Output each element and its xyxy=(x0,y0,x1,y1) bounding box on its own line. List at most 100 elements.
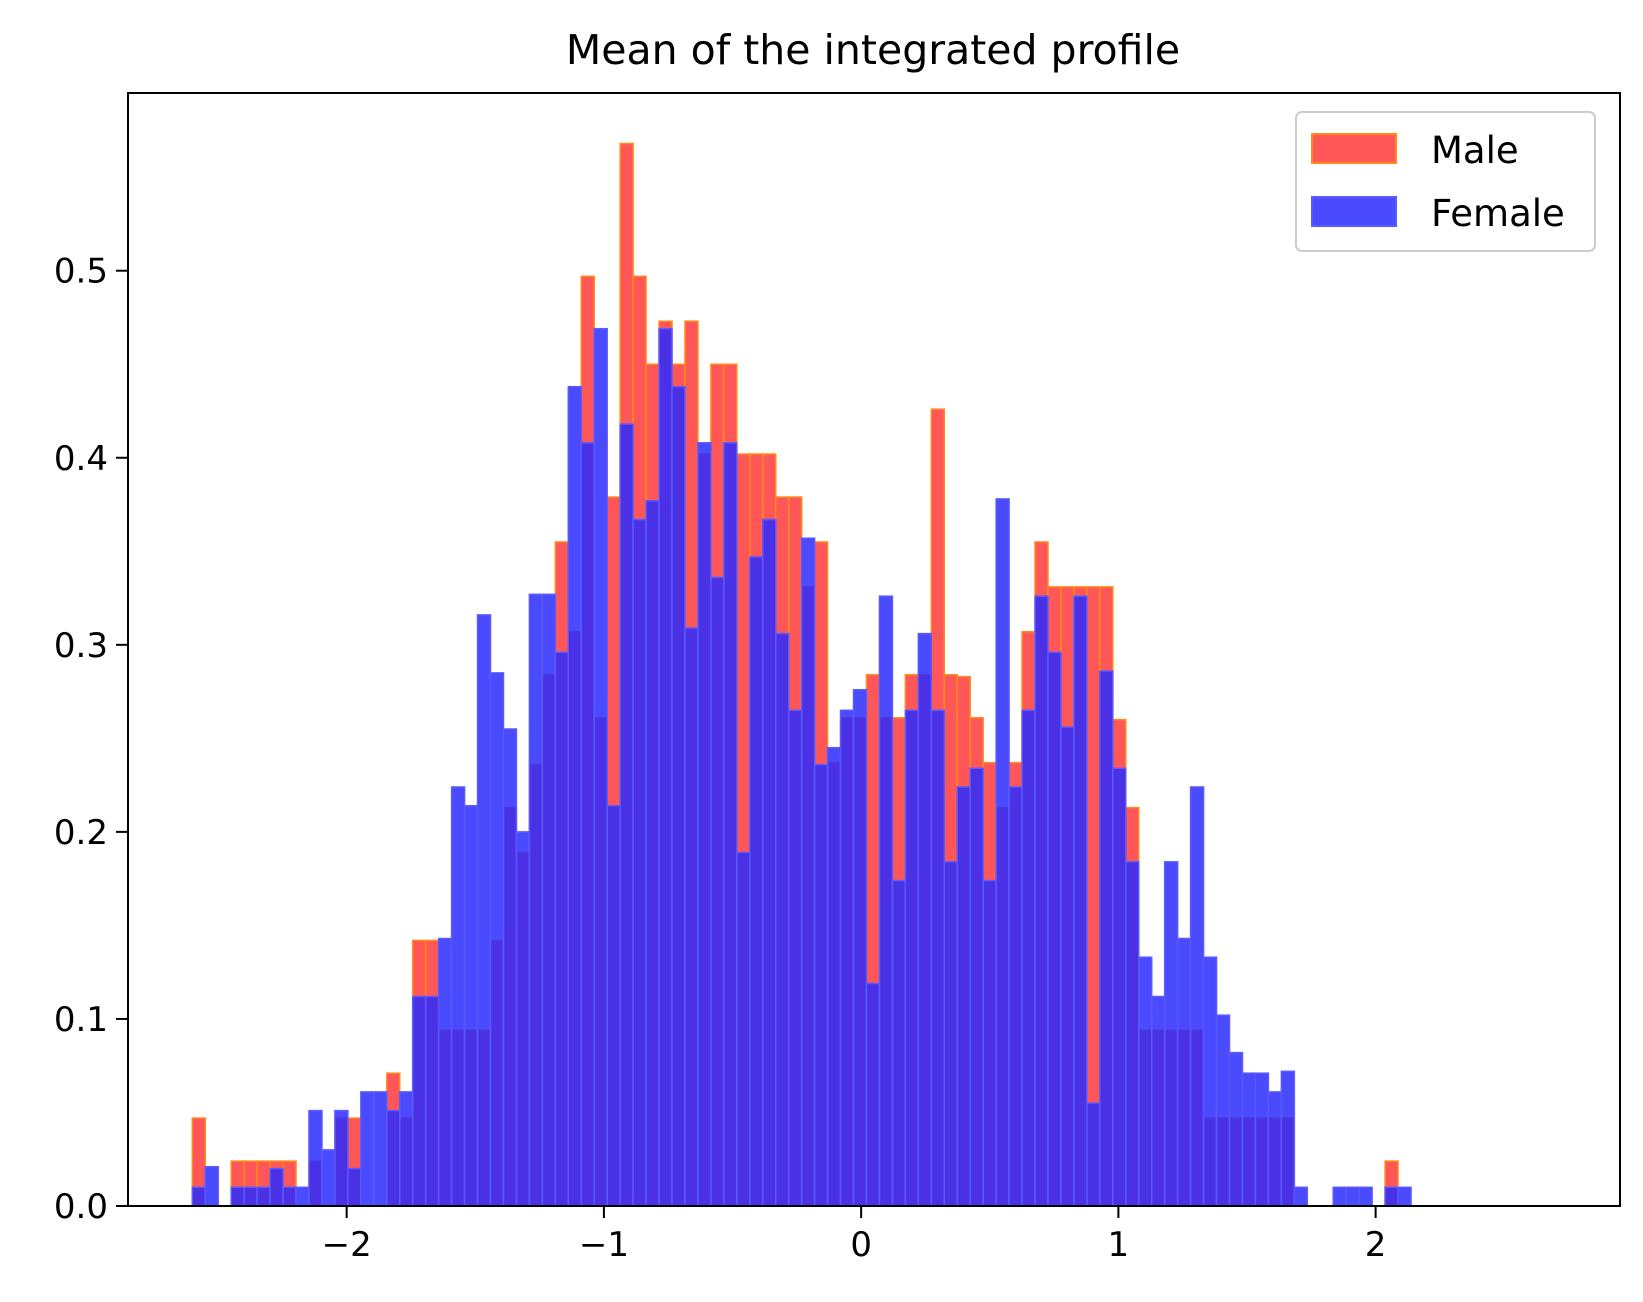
female-bar xyxy=(697,442,712,1207)
female-bar xyxy=(1034,595,1049,1207)
plot-frame xyxy=(127,92,1621,1207)
x-tick-label: −2 xyxy=(322,1225,372,1265)
female-bar xyxy=(1021,709,1036,1207)
female-bar xyxy=(554,651,570,1207)
female-bar xyxy=(1345,1186,1360,1207)
female-bar xyxy=(826,746,842,1207)
female-bar xyxy=(1125,861,1140,1207)
female-bar xyxy=(658,327,673,1207)
female-bar xyxy=(502,728,518,1207)
female-bar xyxy=(852,688,868,1207)
female-bar xyxy=(865,982,881,1207)
female-bar xyxy=(243,1186,258,1207)
female-bar xyxy=(1047,651,1062,1207)
y-tick-label: 0.5 xyxy=(54,252,108,292)
female-bar xyxy=(528,593,544,1207)
female-bar xyxy=(995,498,1010,1207)
female-bar xyxy=(1397,1186,1412,1207)
x-tick-label: 0 xyxy=(850,1225,872,1265)
female-bar xyxy=(1215,1014,1231,1207)
female-bar xyxy=(256,1186,271,1207)
female-bar xyxy=(839,709,855,1207)
legend: Male Female xyxy=(1295,111,1596,252)
female-bar xyxy=(437,937,453,1207)
legend-label-female: Female xyxy=(1431,192,1565,235)
x-tick-label: 1 xyxy=(1108,1225,1130,1265)
female-bar xyxy=(1228,1051,1244,1207)
female-bar xyxy=(230,1186,245,1207)
female-bar xyxy=(1086,1102,1101,1207)
female-bar xyxy=(450,786,466,1207)
female-bar xyxy=(762,518,777,1207)
female-bar xyxy=(774,632,790,1207)
female-bar xyxy=(684,627,699,1207)
female-bar xyxy=(710,576,725,1207)
chart-title: Mean of the integrated profile xyxy=(566,26,1180,74)
legend-swatch-female xyxy=(1311,196,1397,227)
x-axis: −2 −1 0 1 2 xyxy=(322,1206,1387,1265)
female-bar xyxy=(1138,956,1153,1207)
female-bar xyxy=(1358,1186,1373,1207)
legend-label-male: Male xyxy=(1431,129,1519,172)
female-bar xyxy=(1254,1072,1270,1207)
female-bar xyxy=(593,327,608,1207)
female-bar xyxy=(645,500,660,1207)
female-bar xyxy=(411,995,427,1207)
female-bar xyxy=(360,1091,375,1207)
female-bar xyxy=(723,442,738,1207)
female-bar xyxy=(541,593,557,1207)
female-bar xyxy=(308,1109,323,1207)
female-bar xyxy=(917,632,933,1207)
female-bar xyxy=(424,995,440,1207)
female-bar xyxy=(463,804,479,1207)
female-bar xyxy=(736,851,751,1207)
female-bar xyxy=(982,879,997,1207)
female-bar xyxy=(904,709,920,1207)
female-bar xyxy=(878,595,894,1207)
x-tick-label: −1 xyxy=(579,1225,629,1265)
female-bar xyxy=(1267,1091,1283,1207)
female-bar xyxy=(1150,995,1166,1207)
female-bar xyxy=(398,1091,414,1207)
female-bar xyxy=(1008,786,1023,1207)
y-tick-label: 0.2 xyxy=(54,813,108,853)
y-tick-label: 0.1 xyxy=(54,1000,108,1040)
female-bar xyxy=(580,442,595,1207)
x-tick-label: 2 xyxy=(1365,1225,1387,1265)
female-bar xyxy=(386,1109,401,1207)
female-bar xyxy=(1099,670,1114,1207)
y-tick-label: 0.0 xyxy=(54,1187,108,1227)
female-bar xyxy=(749,556,764,1207)
female-bar xyxy=(1241,1072,1257,1207)
female-bar xyxy=(204,1165,219,1207)
female-bar xyxy=(619,423,634,1207)
female-bar xyxy=(943,861,958,1207)
female-bar xyxy=(1112,767,1127,1207)
legend-swatch-male xyxy=(1311,133,1397,164)
female-bar xyxy=(956,786,971,1207)
y-tick-label: 0.3 xyxy=(54,626,108,666)
female-bar xyxy=(1384,1186,1399,1207)
female-bar xyxy=(787,709,803,1207)
female-bar xyxy=(813,763,829,1207)
female-bar xyxy=(321,1149,336,1207)
female-bar xyxy=(891,879,907,1207)
female-bar xyxy=(800,537,816,1207)
female-bar xyxy=(567,385,583,1207)
female-bar xyxy=(515,831,531,1207)
female-bar xyxy=(476,614,492,1207)
female-bar xyxy=(671,385,686,1207)
female-bar xyxy=(1280,1070,1296,1207)
female-bar xyxy=(489,672,505,1207)
female-bar xyxy=(1176,937,1192,1207)
y-axis: 0.0 0.1 0.2 0.3 0.4 0.5 xyxy=(54,252,128,1227)
female-bar xyxy=(373,1091,388,1207)
y-tick-label: 0.4 xyxy=(54,439,108,479)
female-bar xyxy=(334,1109,349,1207)
female-bar xyxy=(282,1186,297,1207)
female-bar xyxy=(347,1167,362,1207)
female-bar xyxy=(969,767,984,1207)
female-bar xyxy=(632,518,647,1207)
female-bar xyxy=(1163,861,1179,1207)
